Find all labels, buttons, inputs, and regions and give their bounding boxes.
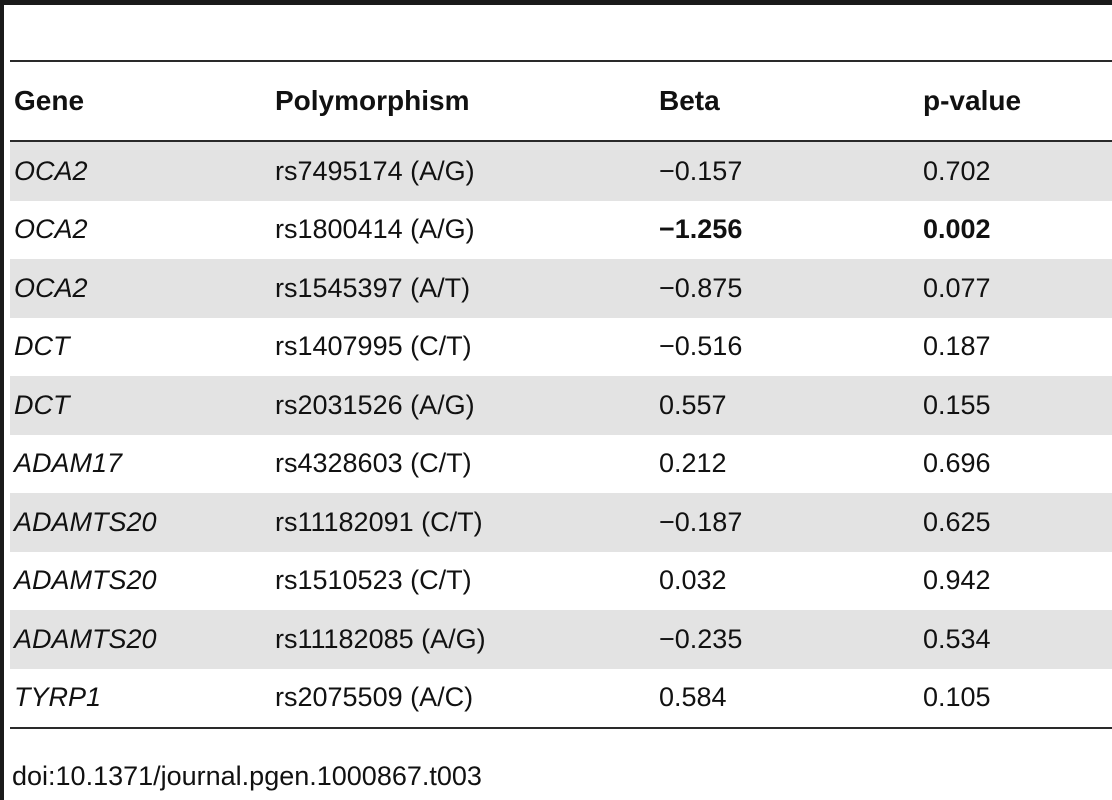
left-margin-rule [0, 0, 4, 800]
pvalue-cell: 0.077 [923, 272, 991, 303]
polymorphism-cell: rs4328603 (C/T) [275, 448, 472, 479]
beta-cell: 0.557 [659, 389, 727, 420]
pvalue-cell: 0.105 [923, 682, 991, 713]
beta-cell: 0.212 [659, 448, 727, 479]
gene-cell: TYRP1 [14, 682, 102, 713]
gene-cell: ADAMTS20 [14, 565, 157, 596]
pvalue-cell: 0.002 [923, 214, 991, 245]
table-header-row: Gene Polymorphism Beta p-value [10, 62, 1112, 142]
beta-cell: −0.875 [659, 272, 743, 303]
beta-cell: −0.187 [659, 506, 743, 537]
doi-caption: doi:10.1371/journal.pgen.1000867.t003 [12, 761, 482, 791]
beta-cell: −0.235 [659, 623, 743, 654]
beta-cell: −0.516 [659, 331, 743, 362]
pvalue-cell: 0.155 [923, 389, 991, 420]
pvalue-cell: 0.534 [923, 623, 991, 654]
polymorphism-cell: rs2075509 (A/C) [275, 682, 474, 713]
table-row: OCA2 rs1545397 (A/T) −0.875 0.077 [10, 259, 1112, 318]
polymorphism-cell: rs1407995 (C/T) [275, 331, 472, 362]
pvalue-cell: 0.702 [923, 155, 991, 186]
polymorphism-cell: rs11182085 (A/G) [275, 623, 486, 654]
gene-cell: ADAMTS20 [14, 623, 157, 654]
gene-cell: OCA2 [14, 214, 88, 245]
table-row: DCT rs1407995 (C/T) −0.516 0.187 [10, 318, 1112, 377]
polymorphism-cell: rs1510523 (C/T) [275, 565, 472, 596]
table-row: OCA2 rs7495174 (A/G) −0.157 0.702 [10, 142, 1112, 201]
top-border-rule [0, 0, 1112, 5]
beta-cell: 0.584 [659, 682, 727, 713]
pvalue-cell: 0.942 [923, 565, 991, 596]
pvalue-cell: 0.696 [923, 448, 991, 479]
polymorphism-cell: rs1545397 (A/T) [275, 272, 471, 303]
table-row: OCA2 rs1800414 (A/G) −1.256 0.002 [10, 201, 1112, 260]
header-gene: Gene [14, 85, 85, 116]
table-top-rule [10, 60, 1112, 62]
table-row: ADAMTS20 rs1510523 (C/T) 0.032 0.942 [10, 552, 1112, 611]
beta-cell: −1.256 [659, 214, 743, 245]
table-row: ADAMTS20 rs11182085 (A/G) −0.235 0.534 [10, 610, 1112, 669]
pvalue-cell: 0.187 [923, 331, 991, 362]
table-row: DCT rs2031526 (A/G) 0.557 0.155 [10, 376, 1112, 435]
polymorphism-cell: rs11182091 (C/T) [275, 506, 483, 537]
results-table: Gene Polymorphism Beta p-value OCA2 rs749… [10, 60, 1112, 729]
gene-cell: DCT [14, 389, 70, 420]
gene-cell: ADAM17 [14, 448, 123, 479]
gene-cell: OCA2 [14, 272, 88, 303]
gene-cell: OCA2 [14, 155, 88, 186]
table-bottom-rule [10, 727, 1112, 729]
table-body: OCA2 rs7495174 (A/G) −0.157 0.702 OCA2 rs1800… [10, 142, 1112, 727]
beta-cell: −0.157 [659, 155, 743, 186]
header-beta: Beta [659, 85, 720, 116]
pvalue-cell: 0.625 [923, 506, 991, 537]
polymorphism-cell: rs2031526 (A/G) [275, 389, 475, 420]
polymorphism-cell: rs1800414 (A/G) [275, 214, 475, 245]
beta-cell: 0.032 [659, 565, 727, 596]
header-polymorphism: Polymorphism [275, 85, 470, 116]
gene-cell: DCT [14, 331, 70, 362]
polymorphism-cell: rs7495174 (A/G) [275, 155, 475, 186]
gene-cell: ADAMTS20 [14, 506, 157, 537]
header-pvalue: p-value [923, 85, 1022, 116]
table-row: TYRP1 rs2075509 (A/C) 0.584 0.105 [10, 669, 1112, 728]
table-row: ADAMTS20 rs11182091 (C/T) −0.187 0.625 [10, 493, 1112, 552]
table-row: ADAM17 rs4328603 (C/T) 0.212 0.696 [10, 435, 1112, 494]
